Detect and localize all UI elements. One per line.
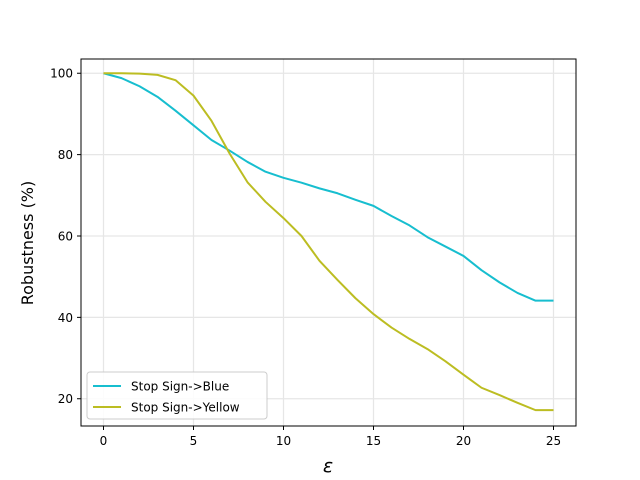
- y-tick-label: 100: [50, 67, 73, 81]
- legend-label: Stop Sign->Yellow: [131, 401, 240, 415]
- legend-box: [86, 371, 268, 420]
- x-tick-label: 25: [546, 434, 561, 448]
- plot-frame: [80, 58, 577, 427]
- x-tick-label: 10: [276, 434, 291, 448]
- y-tick-label: 40: [58, 311, 73, 325]
- series-line-2: [103, 72, 554, 412]
- legend: Stop Sign->Blue Stop Sign->Yellow: [86, 371, 268, 420]
- series-lines: [103, 72, 554, 412]
- x-tick-label: 5: [190, 434, 198, 448]
- x-axis-label: ε: [323, 455, 333, 477]
- y-tick-label: 80: [58, 148, 73, 162]
- legend-label: Stop Sign->Blue: [131, 380, 229, 394]
- y-axis-ticks: 20 40 60 80 100: [50, 67, 81, 406]
- grid-lines: [81, 59, 576, 426]
- x-axis-ticks: 0 5 10 15 20 25: [100, 426, 561, 448]
- x-tick-label: 15: [366, 434, 381, 448]
- x-tick-label: 0: [100, 434, 108, 448]
- x-tick-label: 20: [456, 434, 471, 448]
- y-axis-label: Robustness (%): [18, 181, 37, 306]
- y-tick-label: 20: [58, 392, 73, 406]
- series-line-1: [103, 72, 554, 302]
- y-tick-label: 60: [58, 229, 73, 243]
